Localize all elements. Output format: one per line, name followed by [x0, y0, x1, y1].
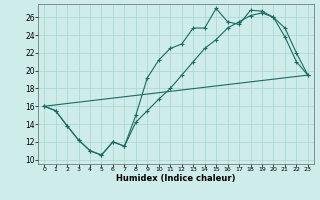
- X-axis label: Humidex (Indice chaleur): Humidex (Indice chaleur): [116, 174, 236, 183]
